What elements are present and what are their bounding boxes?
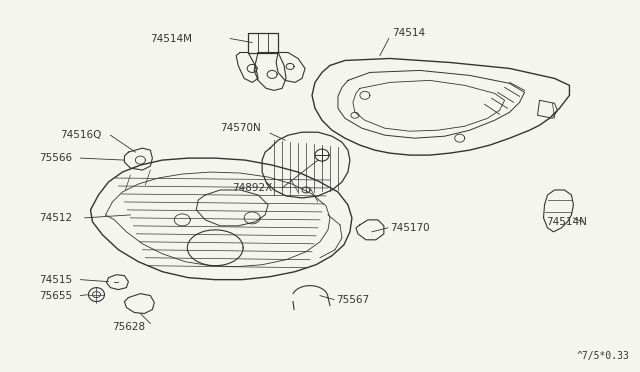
Text: ^7/5*0.33: ^7/5*0.33 [577, 351, 629, 361]
Text: 74570N: 74570N [220, 123, 261, 133]
Text: 74516Q: 74516Q [61, 130, 102, 140]
Text: 74514N: 74514N [547, 217, 588, 227]
Text: 75628: 75628 [113, 323, 145, 333]
Text: 74512: 74512 [38, 213, 72, 223]
Text: 74892X: 74892X [232, 183, 273, 193]
Text: 75566: 75566 [38, 153, 72, 163]
Text: 74514M: 74514M [150, 33, 192, 44]
Text: 745170: 745170 [390, 223, 429, 233]
Text: 74515: 74515 [38, 275, 72, 285]
Text: 74514: 74514 [392, 28, 425, 38]
Text: 75655: 75655 [38, 291, 72, 301]
Text: 75567: 75567 [336, 295, 369, 305]
